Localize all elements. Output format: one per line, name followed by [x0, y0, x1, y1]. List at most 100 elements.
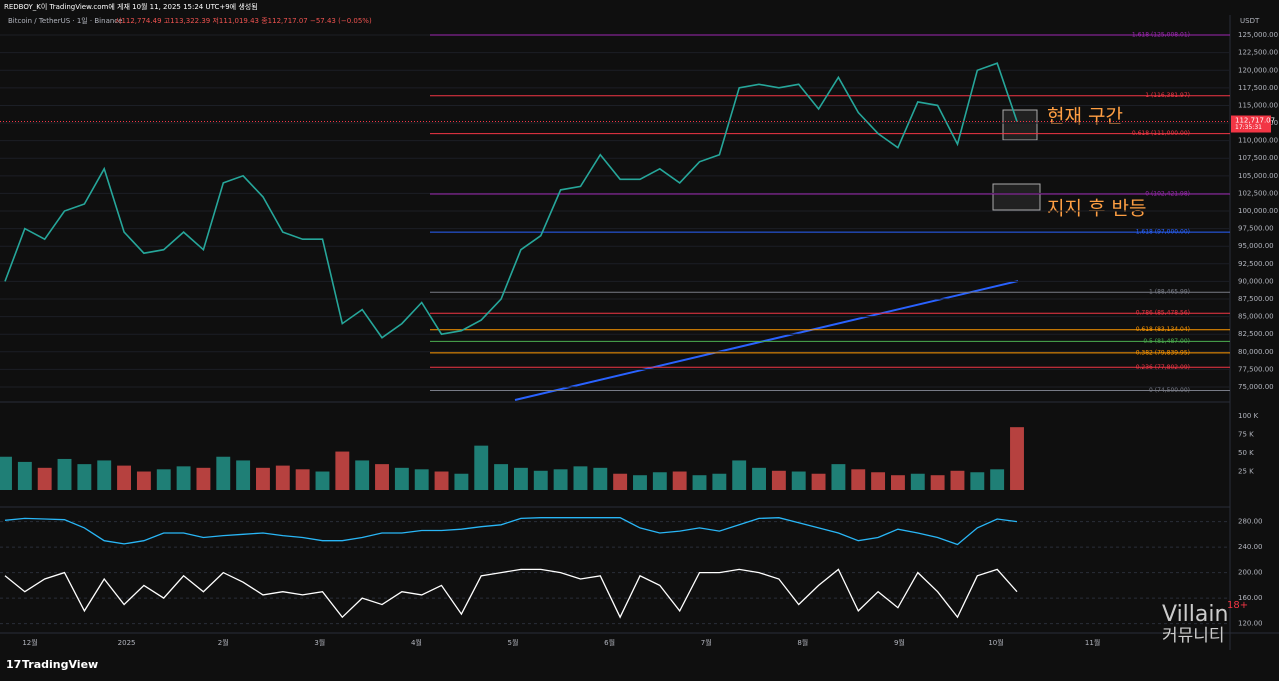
footer-logo: TradingView: [22, 658, 98, 671]
volume-bar: [811, 473, 826, 490]
volume-bar: [315, 471, 330, 490]
volume-tick-label: 100 K: [1238, 412, 1259, 420]
fib-label: 0.5 (81,487.00): [1143, 338, 1190, 345]
y-tick-label: 120,000.00: [1238, 66, 1278, 74]
y-tick-label: 122,500.00: [1238, 49, 1278, 57]
watermark: Villain: [1162, 602, 1228, 627]
symbol: Bitcoin / TetherUS · 1일 · Binance: [8, 16, 122, 25]
volume-bar: [930, 475, 945, 490]
y-tick-label: 80,000.00: [1238, 348, 1274, 356]
annotation: 현재 구간: [1047, 106, 1123, 128]
publisher: REDBOY_K이 TradingView.com에 게재 10월 11, 20…: [4, 2, 258, 11]
fib-label: 0 (102,421.98): [1145, 190, 1190, 197]
volume-bar: [256, 467, 270, 490]
fib-label: 1 (116,381.97): [1145, 92, 1190, 99]
volume-bar: [1010, 427, 1024, 490]
volume-bar: [910, 473, 925, 490]
y-tick-label: 100,000.00: [1238, 207, 1278, 215]
osc-tick-label: 160.00: [1238, 594, 1263, 602]
volume-bar: [652, 472, 667, 490]
fib-label: 0 (74,500.00): [1149, 387, 1190, 394]
volume-bar: [553, 469, 568, 490]
x-tick-label: 2월: [218, 638, 229, 647]
volume-bar: [77, 464, 92, 490]
volume-bar: [17, 461, 32, 490]
volume-bar: [434, 471, 449, 490]
volume-bar: [156, 469, 171, 490]
volume-bar: [335, 451, 350, 490]
volume-bar: [236, 460, 251, 490]
x-tick-label: 3월: [314, 638, 325, 647]
volume-bar: [890, 475, 905, 490]
volume-bar: [692, 475, 707, 490]
volume-bar: [831, 464, 846, 490]
y-tick-label: 87,500.00: [1238, 295, 1274, 303]
volume-bar: [791, 471, 806, 490]
volume-bar: [732, 460, 747, 490]
box: [1002, 109, 1038, 141]
y-tick-label: 117,500.00: [1238, 84, 1278, 92]
currency: USDT: [1240, 17, 1260, 25]
x-tick-label: 4월: [411, 638, 422, 647]
volume-bar: [494, 464, 509, 490]
volume-bar: [970, 472, 985, 490]
last-price: 112,717.07: [1235, 117, 1275, 125]
x-tick-label: 9월: [894, 638, 905, 647]
volume-bar: [394, 467, 409, 490]
volume-bar: [851, 469, 866, 490]
ohlc: 시112,774.49 고113,322.39 저111,019.43 종112…: [115, 16, 372, 25]
last-price-tag: [1231, 115, 1271, 133]
volume-bar: [196, 467, 211, 490]
volume-bar: [275, 465, 290, 490]
volume-bar: [136, 471, 151, 490]
box: [992, 183, 1041, 211]
fib-label: 1.618 (125,008.01): [1132, 32, 1190, 39]
x-tick-label: 7월: [701, 638, 712, 647]
x-tick-label: 10월: [988, 638, 1003, 647]
volume-bar: [513, 467, 528, 490]
osc-tick-label: 120.00: [1238, 620, 1263, 628]
volume-bar: [672, 471, 687, 490]
volume-bar: [97, 460, 112, 490]
osc-tick-label: 200.00: [1238, 569, 1263, 577]
volume-bar: [990, 469, 1005, 490]
osc-tick-label: 280.00: [1238, 518, 1263, 526]
oscillator-line: [4, 517, 1018, 546]
y-tick-label: 115,000.00: [1238, 101, 1278, 109]
volume-bar: [613, 473, 628, 490]
x-tick-label: 8월: [797, 638, 808, 647]
fib-label: 0.618 (111,000.00): [1132, 130, 1190, 137]
volume-bar: [712, 473, 727, 490]
volume-bar: [295, 469, 310, 490]
x-tick-label: 11월: [1085, 638, 1100, 647]
volume-bar: [414, 469, 429, 490]
volume-bar: [37, 467, 52, 490]
volume-bar: [57, 458, 72, 490]
watermark: 18+: [1227, 600, 1248, 611]
volume-bar: [573, 466, 588, 490]
volume-bar: [533, 470, 548, 490]
volume-bar: [593, 467, 608, 490]
volume-bar: [216, 456, 231, 490]
volume-bar: [633, 475, 647, 490]
watermark: 커뮤니티: [1162, 626, 1225, 646]
volume-bar: [355, 460, 370, 490]
volume-bar: [0, 456, 12, 490]
x-tick-label: 5월: [508, 638, 519, 647]
fib-label: 0.786 (85,478.56): [1136, 310, 1190, 317]
y-tick-label: 107,500.00: [1238, 154, 1278, 162]
volume-tick-label: 75 K: [1238, 431, 1254, 439]
y-tick-label: 102,500.00: [1238, 189, 1278, 197]
y-tick-label: 85,000.00: [1238, 313, 1274, 321]
x-tick-label: 12월: [22, 638, 37, 647]
y-tick-label: 105,000.00: [1238, 172, 1278, 180]
oscillator-line: [4, 568, 1018, 619]
footer-icon: 17: [6, 658, 21, 671]
fib-label: 0.618 (83,134.04): [1136, 326, 1190, 333]
volume-bar: [950, 470, 965, 490]
volume-bar: [871, 472, 886, 490]
y-tick-label: 110,000.00: [1238, 137, 1278, 145]
